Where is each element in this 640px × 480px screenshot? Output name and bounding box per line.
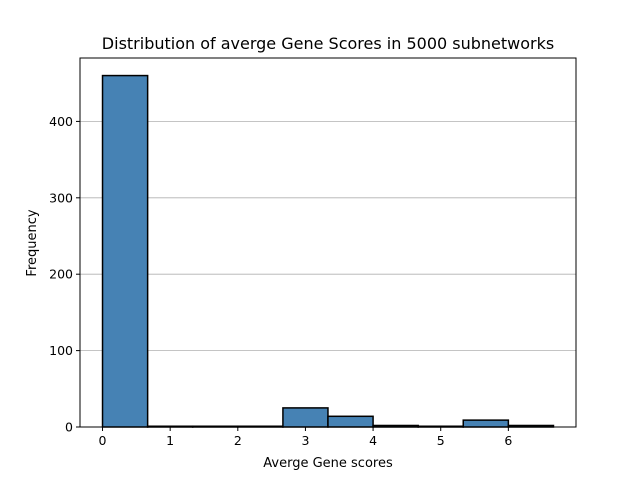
y-axis-label: Frequency <box>25 209 40 276</box>
y-tick-label: 100 <box>49 343 73 358</box>
x-tick-label: 3 <box>301 433 309 448</box>
x-tick-label: 6 <box>504 433 512 448</box>
y-tick-label: 0 <box>65 420 73 435</box>
histogram-bar <box>282 407 329 428</box>
x-tick-label: 0 <box>99 433 107 448</box>
x-axis-label: Averge Gene scores <box>263 456 393 471</box>
plot-frame <box>79 57 577 428</box>
x-tick-label: 2 <box>234 433 242 448</box>
y-gridlines <box>80 121 576 428</box>
histogram-bar <box>101 74 149 428</box>
x-tick-label: 1 <box>166 433 174 448</box>
histogram-bar <box>327 415 374 428</box>
histogram-bars <box>101 74 555 428</box>
x-axis-ticks: 0 1 2 3 4 5 6 <box>99 427 512 448</box>
x-tick-label: 4 <box>369 433 377 448</box>
x-tick-label: 5 <box>437 433 445 448</box>
chart-title: Distribution of averge Gene Scores in 50… <box>102 34 554 53</box>
y-tick-label: 300 <box>49 190 73 205</box>
y-tick-label: 200 <box>49 267 73 282</box>
y-axis-ticks: 0 100 200 300 400 <box>49 114 80 435</box>
y-tick-label: 400 <box>49 114 73 129</box>
histogram-bar <box>462 419 510 428</box>
